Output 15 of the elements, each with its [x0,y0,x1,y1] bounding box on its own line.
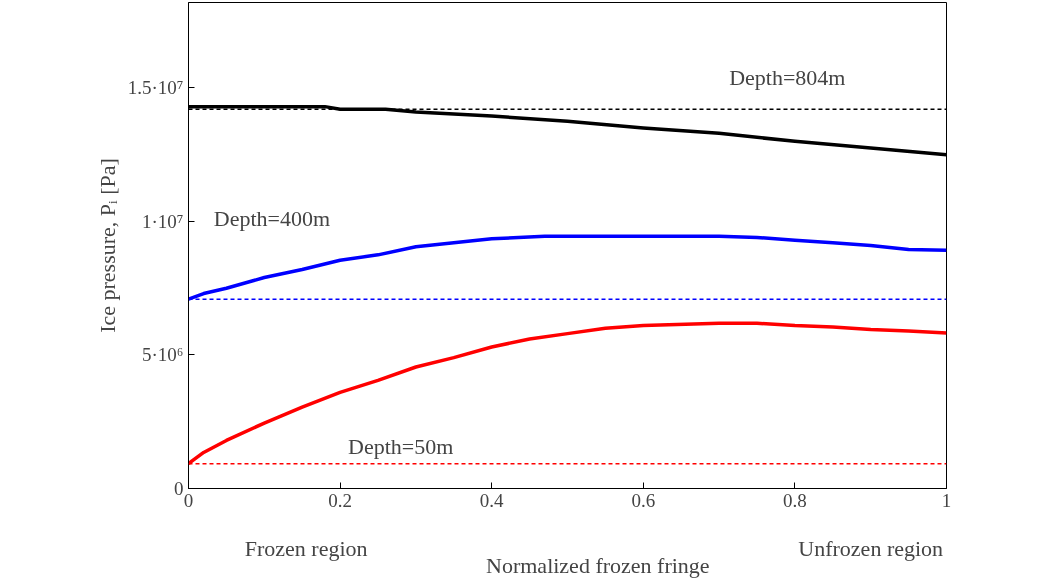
annotation: Depth=400m [213,205,331,231]
y-tick-label: 1·10⁷ [142,210,184,232]
x-tick-label: 0.4 [479,489,505,511]
text: Unfrozen region [798,536,944,561]
x-tick-label: 0.6 [631,489,656,511]
x-tick-label: 0.2 [328,489,352,511]
y-axis-title: Ice pressure, Pᵢ [Pa] [94,158,120,333]
text: Frozen region [244,536,368,561]
annotation: Depth=804m [729,64,846,90]
x-tick-label: 0.8 [783,489,807,511]
y-tick-label: 5·10⁶ [142,344,184,366]
x-tick-label: 1 [941,489,952,511]
y-tick-label: 1.5·10⁷ [127,77,184,99]
annotation: Depth=50m [348,434,454,460]
x-axis-title: Normalized frozen fringe [486,553,710,578]
